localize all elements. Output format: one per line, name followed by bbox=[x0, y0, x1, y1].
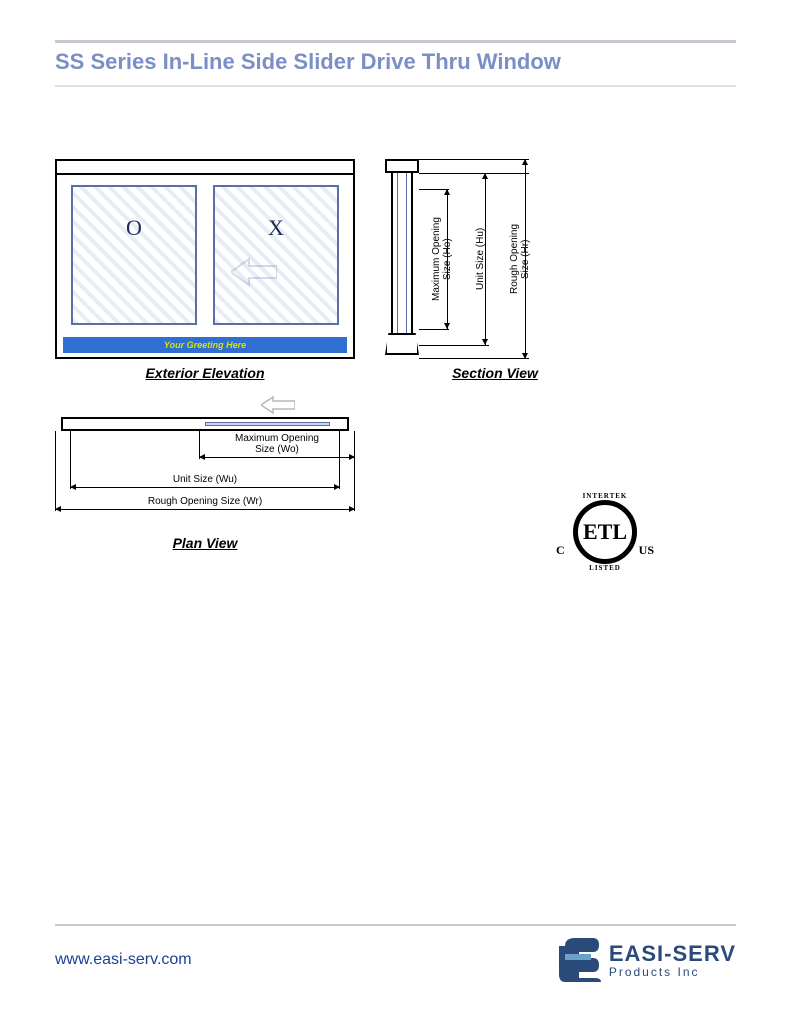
elevation-body: O X bbox=[57, 175, 353, 335]
section-top-cap bbox=[385, 159, 419, 173]
header-rule bbox=[55, 40, 736, 43]
footer-row: www.easi-serv.com EASI-SERV Products Inc bbox=[55, 936, 736, 984]
dim-label-wo-top: Maximum Opening bbox=[235, 433, 319, 444]
cert-circle: ETL bbox=[573, 500, 637, 564]
logo-main: EASI-SERV bbox=[609, 941, 736, 967]
elevation-header-bar bbox=[57, 161, 353, 175]
left-pane-label: O bbox=[126, 215, 142, 241]
greeting-bar: Your Greeting Here bbox=[63, 337, 347, 353]
dim-tick bbox=[419, 358, 529, 359]
section-drawing: Maximum Opening Size (Ho) Unit Size (Hu)… bbox=[385, 159, 605, 359]
logo-text: EASI-SERV Products Inc bbox=[609, 941, 736, 979]
dim-label-wo: Maximum Opening Size (Wo) bbox=[199, 433, 355, 455]
plan-tick bbox=[55, 431, 56, 511]
dim-line-wr bbox=[55, 509, 355, 510]
cert-bottom-text: LISTED bbox=[560, 564, 650, 572]
elevation-drawing: O X Your Greeting Here bbox=[55, 159, 355, 359]
slide-arrow-icon bbox=[231, 257, 277, 287]
plan-tick bbox=[354, 431, 355, 511]
dim-label-wu: Unit Size (Wu) bbox=[70, 474, 340, 485]
section-view: Maximum Opening Size (Ho) Unit Size (Hu)… bbox=[385, 159, 605, 381]
logo-icon bbox=[559, 936, 601, 984]
footer-rule bbox=[55, 924, 736, 926]
plan-tick bbox=[199, 431, 200, 459]
cert-left-text: C bbox=[556, 543, 565, 558]
page-title: SS Series In-Line Side Slider Drive Thru… bbox=[55, 49, 736, 75]
footer-url[interactable]: www.easi-serv.com bbox=[55, 951, 192, 969]
section-body bbox=[391, 173, 413, 333]
diagram-row-1: O X Your Greeting Here Exterior Elevatio… bbox=[55, 159, 736, 381]
section-sill bbox=[385, 333, 419, 355]
exterior-elevation: O X Your Greeting Here Exterior Elevatio… bbox=[55, 159, 355, 381]
dim-line-wo bbox=[199, 457, 355, 458]
right-pane-label: X bbox=[268, 215, 284, 241]
dim-label-ho: Maximum Opening Size (Ho) bbox=[431, 209, 453, 309]
plan-tick bbox=[339, 431, 340, 489]
plan-caption: Plan View bbox=[55, 535, 355, 551]
dim-label-wr: Rough Opening Size (Wr) bbox=[55, 496, 355, 507]
elevation-caption: Exterior Elevation bbox=[55, 365, 355, 381]
section-caption: Section View bbox=[385, 365, 605, 381]
company-logo: EASI-SERV Products Inc bbox=[559, 936, 736, 984]
dim-label-hr: Rough Opening Size (Hr) bbox=[509, 209, 531, 309]
cert-center-text: ETL bbox=[583, 519, 627, 545]
right-pane: X bbox=[213, 185, 339, 325]
cert-right-text: US bbox=[639, 543, 654, 558]
section-column bbox=[385, 159, 419, 359]
dim-tick bbox=[419, 159, 529, 160]
plan-rail bbox=[61, 417, 349, 431]
plan-tick bbox=[70, 431, 71, 489]
dim-tick bbox=[419, 173, 529, 174]
cert-mark: INTERTEK ETL LISTED C US bbox=[560, 500, 650, 564]
logo-sub: Products Inc bbox=[609, 965, 736, 979]
footer: www.easi-serv.com EASI-SERV Products Inc bbox=[55, 924, 736, 984]
sub-rule bbox=[55, 85, 736, 87]
plan-arrow-icon bbox=[261, 395, 295, 415]
dim-tick bbox=[419, 345, 489, 346]
dim-tick bbox=[419, 329, 449, 330]
dim-label-wo-bot: Size (Wo) bbox=[255, 444, 299, 455]
left-pane: O bbox=[71, 185, 197, 325]
plan-view: Maximum Opening Size (Wo) Unit Size (Wu)… bbox=[55, 399, 355, 551]
dim-label-hu: Unit Size (Hu) bbox=[475, 209, 486, 309]
plan-drawing: Maximum Opening Size (Wo) Unit Size (Wu)… bbox=[55, 399, 355, 529]
cert-top-text: INTERTEK bbox=[560, 492, 650, 500]
section-glass bbox=[397, 173, 407, 333]
dim-line-wu bbox=[70, 487, 340, 488]
